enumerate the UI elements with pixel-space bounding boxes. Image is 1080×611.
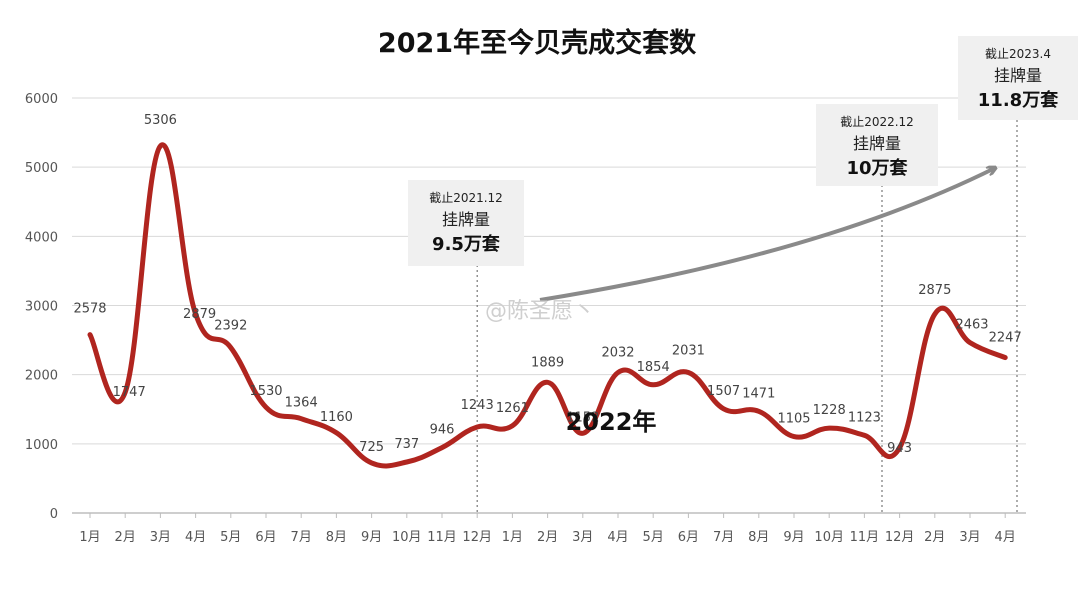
annotation-value: 10万套	[846, 157, 907, 179]
data-label: 1160	[320, 410, 353, 425]
annotation-box: 截止2021.12 挂牌量 9.5万套	[408, 180, 524, 266]
series-line	[87, 142, 1008, 469]
y-tick-label: 1000	[25, 438, 58, 453]
x-tick-label: 9月	[783, 530, 804, 545]
x-tick-label: 2月	[537, 530, 558, 545]
x-tick-label: 7月	[713, 530, 734, 545]
data-label: 946	[430, 423, 455, 438]
x-tick-label: 10月	[814, 530, 844, 545]
data-label: 2031	[672, 344, 705, 359]
y-tick-label: 0	[50, 507, 58, 522]
data-label: 1854	[637, 360, 670, 375]
data-label: 1243	[461, 398, 494, 413]
trend-arrow	[539, 168, 995, 302]
annotation-date: 截止2022.12	[840, 115, 914, 129]
data-label: 2578	[73, 302, 106, 317]
x-tick-label: 3月	[959, 530, 980, 545]
x-tick-label: 5月	[220, 530, 241, 545]
data-label: 5306	[144, 113, 177, 128]
y-tick-label: 2000	[25, 369, 58, 384]
x-tick-label: 1月	[79, 530, 100, 545]
y-tick-label: 3000	[25, 300, 58, 315]
annotation-bg	[816, 104, 938, 186]
annotation-date: 截止2023.4	[985, 47, 1051, 61]
x-tick-label: 4月	[995, 530, 1016, 545]
annotation-caption: 挂牌量	[994, 66, 1042, 85]
x-tick-label: 10月	[392, 530, 422, 545]
chart-title: 2021年至今贝壳成交套数	[378, 27, 697, 59]
data-label: 1261	[496, 401, 529, 416]
x-tick-label: 12月	[885, 530, 915, 545]
y-tick-label: 6000	[25, 92, 58, 107]
x-tick-label: 8月	[326, 530, 347, 545]
data-label: 2875	[918, 283, 951, 298]
annotation-bg	[408, 180, 524, 266]
annotation-date: 截止2021.12	[429, 191, 503, 205]
annotation-box: 截止2023.4 挂牌量 11.8万套	[958, 36, 1078, 120]
data-label: 725	[359, 440, 384, 455]
data-label: 1747	[113, 385, 146, 400]
data-label: 1152	[566, 410, 599, 425]
y-tick-label: 4000	[25, 230, 58, 245]
x-tick-label: 6月	[255, 530, 276, 545]
x-tick-label: 1月	[502, 530, 523, 545]
watermark: @陈圣愿丶	[485, 299, 595, 324]
x-tick-label: 5月	[643, 530, 664, 545]
x-tick-label: 11月	[427, 530, 457, 545]
data-label: 1364	[285, 396, 318, 411]
grid	[72, 97, 1026, 514]
data-label: 737	[394, 437, 419, 452]
x-tick-label: 4月	[607, 530, 628, 545]
x-tick-label: 12月	[462, 530, 492, 545]
annotations: 截止2021.12 挂牌量 9.5万套 截止2022.12 挂牌量 10万套 截止2023.…	[408, 36, 1078, 266]
data-label: 2247	[989, 331, 1022, 346]
data-label: 1123	[848, 410, 881, 425]
x-tick-label: 6月	[678, 530, 699, 545]
y-axis-ticks: 0 1000 2000 3000 4000 5000 6000	[25, 92, 58, 522]
x-tick-label: 3月	[572, 530, 593, 545]
data-label: 1889	[531, 355, 564, 370]
year-label: 2022年	[566, 408, 657, 436]
annotation-box: 截止2022.12 挂牌量 10万套	[816, 104, 938, 186]
annotation-bg	[958, 36, 1078, 120]
annotation-value: 11.8万套	[978, 89, 1058, 111]
x-tick-label: 2月	[924, 530, 945, 545]
x-tick-label: 9月	[361, 530, 382, 545]
annotation-value: 9.5万套	[432, 233, 500, 255]
data-label: 2463	[955, 318, 988, 333]
data-label: 2032	[601, 345, 634, 360]
x-tick-label: 11月	[850, 530, 880, 545]
data-label: 2392	[214, 319, 247, 334]
x-tick-label: 8月	[748, 530, 769, 545]
data-label: 1471	[742, 386, 775, 401]
x-tick-label: 3月	[150, 530, 171, 545]
data-label: 2879	[183, 307, 216, 322]
annotation-caption: 挂牌量	[853, 134, 901, 153]
x-tick-label: 4月	[185, 530, 206, 545]
x-tick-label: 2月	[115, 530, 136, 545]
annotation-caption: 挂牌量	[442, 210, 490, 229]
data-label: 1530	[249, 384, 282, 399]
data-label: 1228	[813, 403, 846, 418]
y-tick-label: 5000	[25, 161, 58, 176]
data-label: 1507	[707, 384, 740, 399]
x-tick-label: 7月	[291, 530, 312, 545]
data-label: 943	[887, 441, 912, 456]
x-axis-ticks: 1月 2月 3月 4月 5月 6月 7月 8月 9月 10月 11月 12月 1月 2月 3月 4月 5月 6月 7…	[79, 513, 1016, 545]
data-label: 1105	[777, 412, 810, 427]
